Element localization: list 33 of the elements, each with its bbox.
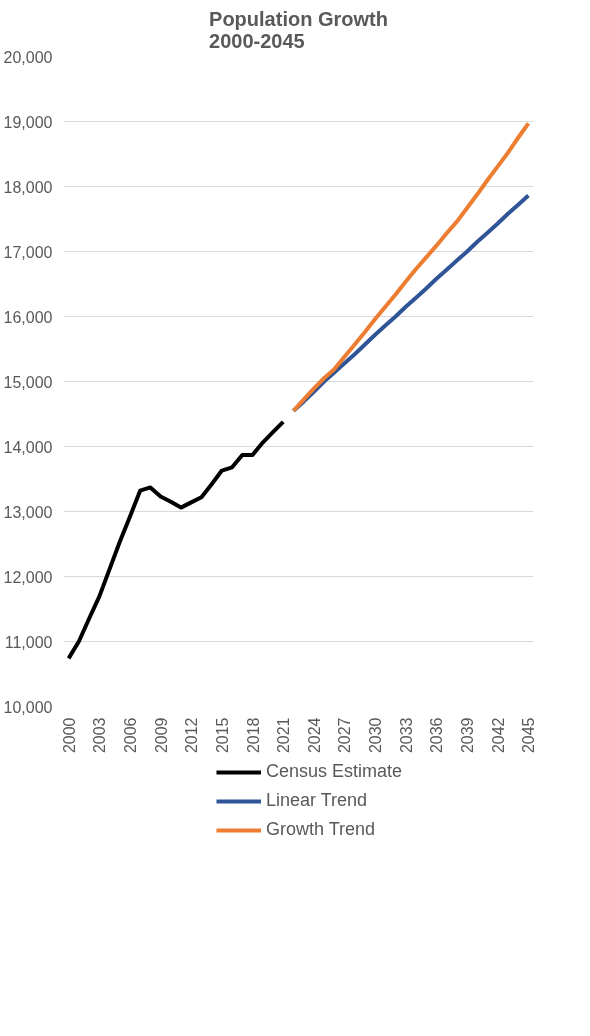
legend-label: Linear Trend	[265, 790, 368, 811]
y-tick-label: 13,000	[3, 503, 53, 521]
line-series	[291, 121, 531, 413]
x-tick-label: 2042	[489, 717, 507, 754]
x-tick-label: 2021	[275, 717, 293, 754]
x-tick-label: 2045	[520, 717, 538, 754]
chart-title: Population Growth 2000-2045	[209, 7, 388, 52]
y-tick-label: 19,000	[3, 113, 53, 131]
x-tick-label: 2015	[213, 717, 231, 754]
x-tick-label: 2006	[121, 717, 139, 754]
x-tick-label: 2024	[305, 717, 323, 754]
x-tick-label: 2027	[336, 717, 354, 754]
y-tick-label: 16,000	[3, 308, 53, 326]
y-tick-label: 20,000	[3, 48, 53, 66]
y-tick-label: 10,000	[3, 698, 53, 716]
x-tick-label: 2018	[244, 717, 262, 754]
y-tick-label: 14,000	[3, 438, 53, 456]
x-tick-label: 2033	[397, 717, 415, 754]
legend-label: Growth Trend	[265, 819, 376, 840]
y-tick-label: 17,000	[3, 243, 53, 261]
x-tick-label: 2003	[91, 717, 109, 754]
y-tick-label: 12,000	[3, 568, 53, 586]
legend-label: Census Estimate	[265, 761, 403, 782]
x-tick-label: 2036	[428, 717, 446, 754]
y-tick-label: 18,000	[3, 178, 53, 196]
x-tick-label: 2012	[183, 717, 201, 754]
y-tick-label: 15,000	[3, 373, 53, 391]
x-tick-label: 2030	[367, 717, 385, 754]
line-series	[66, 419, 286, 661]
x-tick-label: 2039	[459, 717, 477, 754]
x-tick-label: 2009	[152, 717, 170, 754]
y-tick-label: 11,000	[4, 633, 53, 651]
x-tick-label: 2000	[60, 717, 78, 754]
